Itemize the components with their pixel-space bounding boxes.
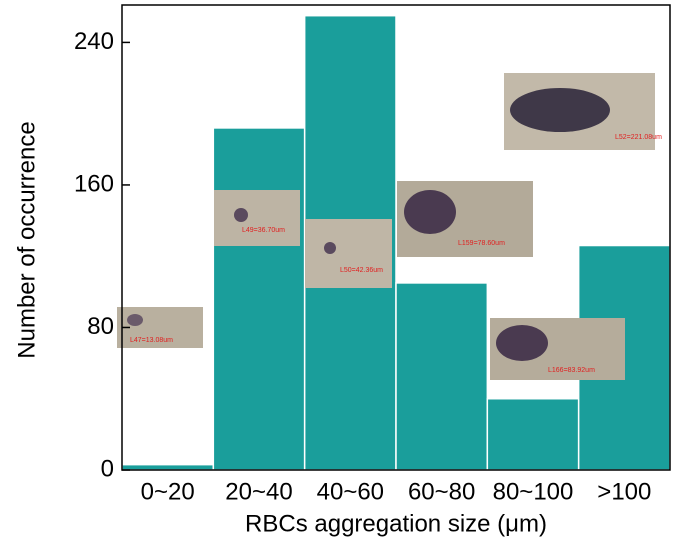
photo-label: L166=83.92um [548,367,595,374]
bar [121,463,215,471]
photos: L47=13.08um L49=36.70um L50=42.36um L159… [117,73,662,380]
bar [212,127,306,471]
x-tick-label: 60~80 [408,478,475,505]
x-tick-label: >100 [597,478,651,505]
photo [117,307,203,348]
photo-label: L52=221.08um [615,134,662,141]
y-tick-label: 160 [74,170,114,197]
photo-label: L50=42.36um [340,267,383,274]
x-tick-label: 20~40 [225,478,292,505]
photo-label: L49=36.70um [242,227,285,234]
photo-blob [324,242,336,254]
y-tick-label: 80 [87,313,114,340]
photo-blob [127,314,143,326]
x-axis-title: RBCs aggregation size (μm) [245,510,547,537]
x-tick-label: 40~60 [317,478,384,505]
bar [395,282,489,471]
photo [305,219,392,288]
y-axis-title: Number of occurrence [13,121,40,358]
photo-blob [496,325,548,361]
photo-blob [404,190,456,234]
x-tick-label: 0~20 [141,478,195,505]
bar [486,397,580,471]
plot-frame [121,4,671,471]
photo-blob [510,88,610,132]
photo-label: L159=78.60um [458,240,505,247]
photo-label: L47=13.08um [130,337,173,344]
photo [214,190,300,246]
photo-blob [234,208,248,222]
y-tick-label: 0 [101,455,114,482]
x-tick-label: 80~100 [493,478,574,505]
y-tick-label: 240 [74,28,114,55]
